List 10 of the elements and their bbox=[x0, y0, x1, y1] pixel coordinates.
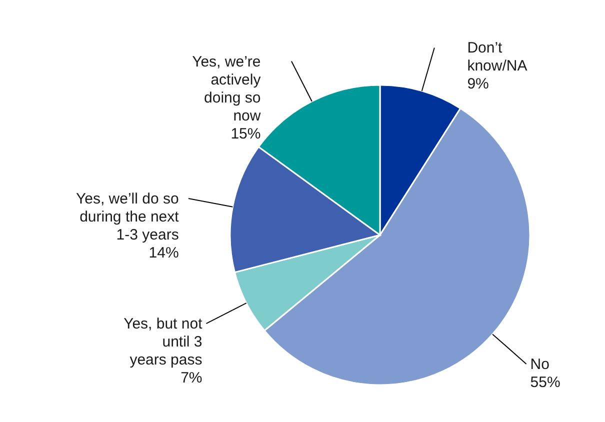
slice-label: Don’t know/NA bbox=[467, 40, 528, 75]
slice-label: Yes, we’re actively doing so now bbox=[192, 53, 262, 124]
data-label: 9% bbox=[467, 76, 489, 93]
slice-label: No bbox=[530, 356, 550, 373]
data-label: 15% bbox=[230, 125, 261, 142]
data-label: 7% bbox=[180, 370, 202, 387]
data-label: 14% bbox=[148, 244, 179, 262]
slice-label: Yes, we’ll do so during the next 1-3 years bbox=[76, 190, 180, 244]
data-label: 55% bbox=[530, 374, 560, 391]
slice-label: Yes, but not until 3 years pass bbox=[124, 316, 204, 369]
